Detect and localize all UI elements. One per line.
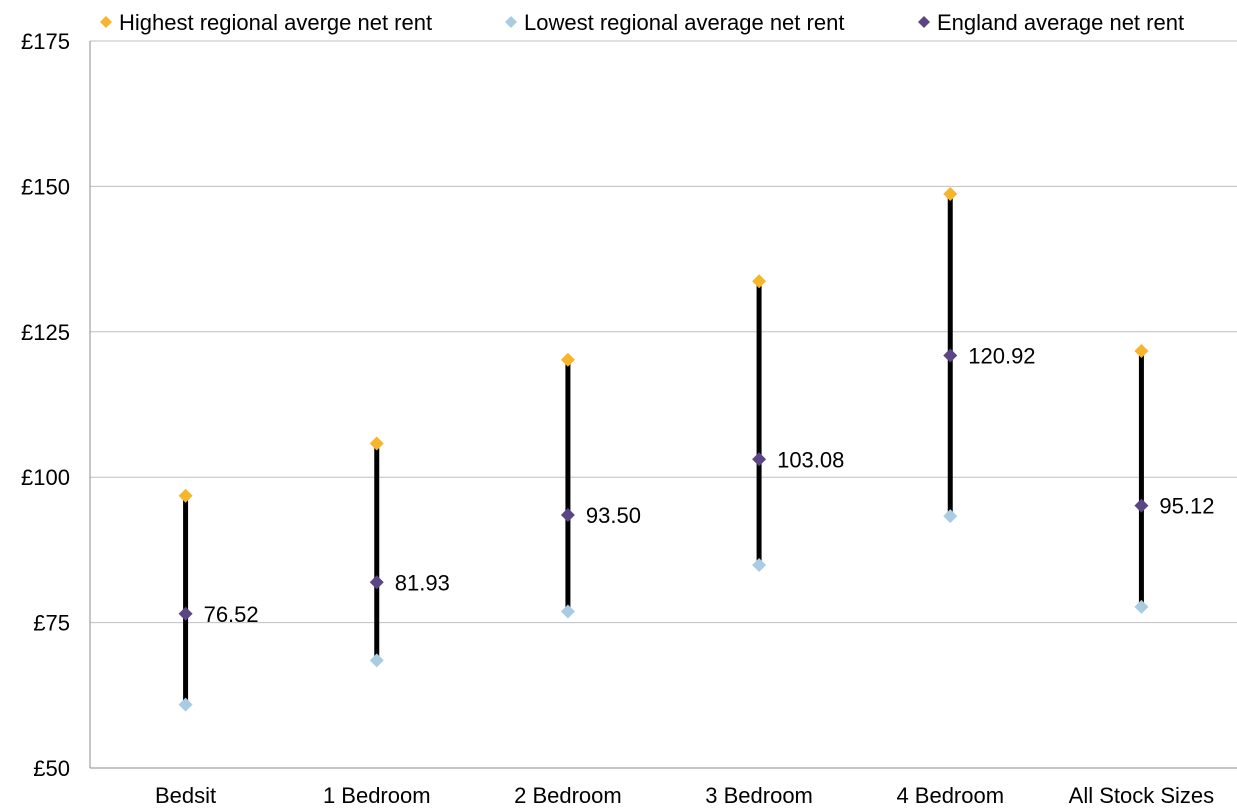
legend-marker (100, 16, 112, 28)
y-tick-label: £75 (33, 611, 70, 636)
y-tick-label: £175 (21, 29, 70, 54)
high-marker (1134, 343, 1149, 358)
legend-entry: England average net rent (937, 10, 1184, 35)
x-tick-label: 2 Bedroom (514, 783, 622, 808)
average-marker (369, 575, 384, 590)
average-marker (943, 348, 958, 363)
high-marker (752, 274, 767, 289)
legend-entry: Highest regional averge net rent (119, 10, 432, 35)
range-lines (183, 193, 1144, 705)
average-marker (178, 606, 193, 621)
gridlines (90, 40, 1237, 624)
axes: £50 £75 £100 £125 £150 £175 Bedsit 1 Bedroom 2 B… (21, 29, 1237, 808)
high-marker (178, 488, 193, 503)
legend-entry: Lowest regional average net rent (524, 10, 844, 35)
average-data-label: 95.12 (1159, 494, 1214, 519)
average-marker (1134, 498, 1149, 513)
x-tick-label: 3 Bedroom (705, 783, 813, 808)
y-tick-label: £150 (21, 174, 70, 199)
high-marker (560, 352, 575, 367)
x-tick-label: All Stock Sizes (1069, 783, 1215, 808)
x-tick-label: 4 Bedroom (896, 783, 1004, 808)
legend: Highest regional averge net rent Lowest r… (100, 10, 1184, 35)
average-data-label: 103.08 (777, 447, 844, 472)
y-tick-label: £125 (21, 320, 70, 345)
average-data-label: 120.92 (968, 344, 1035, 369)
average-data-label: 93.50 (586, 503, 641, 528)
high-marker (369, 436, 384, 451)
low-marker (369, 653, 384, 668)
high-marker (943, 186, 958, 201)
x-tick-label: 1 Bedroom (323, 783, 431, 808)
data-labels: 76.52 81.93 93.50 103.08 120.92 95.12 (204, 344, 1215, 627)
low-marker (178, 697, 193, 712)
legend-marker (918, 16, 930, 28)
x-tick-label: Bedsit (155, 783, 216, 808)
y-tick-label: £100 (21, 465, 70, 490)
low-marker (752, 558, 767, 573)
markers (178, 186, 1149, 712)
low-marker (943, 509, 958, 524)
low-marker (560, 604, 575, 619)
average-data-label: 81.93 (395, 570, 450, 595)
average-marker (752, 452, 767, 467)
y-tick-label: £50 (33, 756, 70, 781)
legend-marker (505, 16, 517, 28)
low-marker (1134, 599, 1149, 614)
average-marker (560, 508, 575, 523)
average-data-label: 76.52 (204, 602, 259, 627)
